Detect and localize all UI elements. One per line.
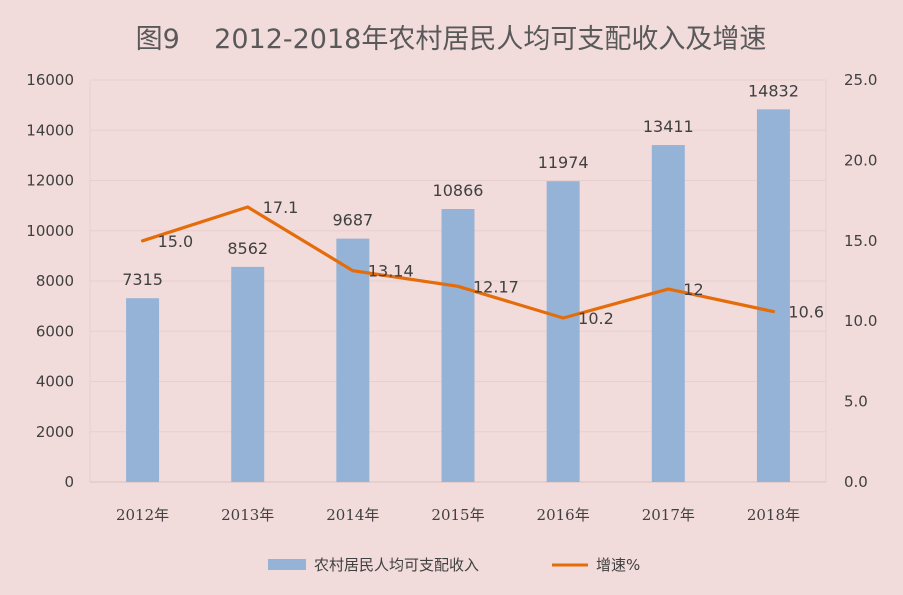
right-tick-label: 0.0 — [844, 473, 868, 491]
x-tick-label: 2015年 — [431, 506, 484, 524]
bar — [336, 238, 370, 482]
right-tick-label: 25.0 — [844, 71, 877, 89]
left-tick-label: 6000 — [36, 322, 74, 340]
right-tick-label: 5.0 — [844, 393, 868, 411]
left-tick-label: 16000 — [26, 71, 74, 89]
bar — [651, 145, 685, 482]
bar-data-label: 14832 — [748, 81, 799, 100]
left-tick-label: 4000 — [36, 373, 74, 391]
bar-data-label: 9687 — [332, 211, 373, 230]
bar — [231, 266, 265, 482]
bar — [441, 208, 475, 482]
line-data-label: 12 — [683, 280, 703, 299]
bar-data-label: 13411 — [643, 117, 694, 136]
line-data-label: 17.1 — [263, 198, 299, 217]
line-data-label: 15.0 — [158, 232, 194, 251]
x-tick-label: 2016年 — [537, 506, 590, 524]
bar-data-label: 10866 — [433, 181, 484, 200]
left-tick-label: 10000 — [26, 222, 74, 240]
legend-line-label: 增速% — [596, 556, 640, 574]
right-tick-label: 10.0 — [844, 312, 877, 330]
left-tick-label: 14000 — [26, 121, 74, 139]
right-axis: 0.0 5.0 10.0 15.0 20.0 25.0 — [844, 71, 877, 491]
legend-bar-swatch — [268, 559, 306, 570]
bar — [756, 109, 790, 482]
line-data-label: 10.6 — [788, 303, 824, 322]
x-tick-label: 2017年 — [642, 506, 695, 524]
bar-data-labels: 7315 8562 9687 10866 11974 13411 14832 — [122, 81, 799, 289]
bar-data-label: 11974 — [538, 153, 589, 172]
line-data-label: 10.2 — [578, 309, 614, 328]
right-tick-label: 20.0 — [844, 151, 877, 169]
x-tick-label: 2013年 — [221, 506, 274, 524]
legend: 农村居民人均可支配收入 增速% — [268, 556, 640, 574]
left-tick-label: 0 — [64, 473, 74, 491]
bar — [546, 181, 580, 482]
x-tick-label: 2018年 — [747, 506, 800, 524]
line-data-labels: 15.0 17.1 13.14 12.17 10.2 12 10.6 — [158, 198, 824, 328]
bar — [126, 298, 160, 482]
x-tick-label: 2014年 — [326, 506, 379, 524]
left-axis: 0 2000 4000 6000 8000 10000 12000 14000 16000 — [26, 71, 74, 491]
x-tick-label: 2012年 — [116, 506, 169, 524]
left-tick-label: 12000 — [26, 172, 74, 190]
line-data-label: 12.17 — [473, 277, 519, 296]
line-series — [140, 205, 776, 320]
bar-series — [126, 109, 790, 482]
line-path — [140, 205, 776, 320]
bar-data-label: 7315 — [122, 270, 163, 289]
bar-data-label: 8562 — [227, 239, 268, 258]
left-tick-label: 2000 — [36, 423, 74, 441]
line-data-label: 13.14 — [368, 262, 414, 281]
x-axis: 2012年 2013年 2014年 2015年 2016年 2017年 2018年 — [116, 506, 800, 524]
right-tick-label: 15.0 — [844, 232, 877, 250]
left-tick-label: 8000 — [36, 272, 74, 290]
legend-bar-label: 农村居民人均可支配收入 — [314, 556, 479, 574]
chart-title: 图9 2012-2018年农村居民人均可支配收入及增速 — [136, 24, 767, 55]
